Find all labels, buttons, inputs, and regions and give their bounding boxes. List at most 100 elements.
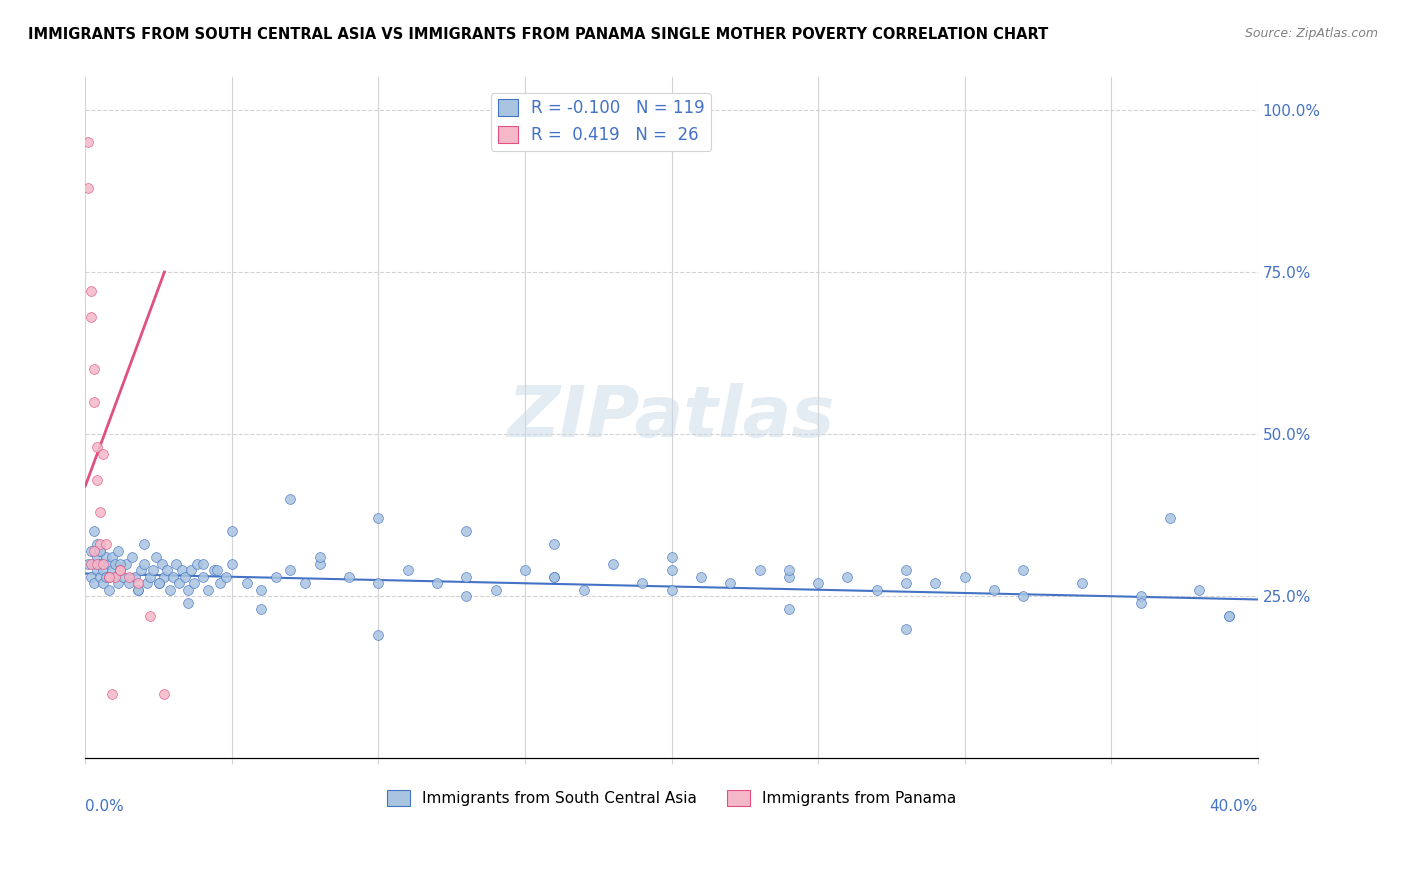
Text: 40.0%: 40.0% — [1209, 799, 1258, 814]
Point — [94, 550, 117, 565]
Point — [118, 570, 141, 584]
Point — [513, 563, 536, 577]
Point — [94, 537, 117, 551]
Point — [250, 582, 273, 597]
Point — [183, 576, 205, 591]
Point — [80, 310, 103, 325]
Point — [86, 440, 108, 454]
Point — [80, 570, 103, 584]
Point — [337, 570, 360, 584]
Point — [543, 570, 565, 584]
Point — [142, 563, 165, 577]
Point — [86, 563, 108, 577]
Point — [280, 491, 302, 506]
Point — [1188, 582, 1211, 597]
Point — [153, 570, 176, 584]
Point — [97, 582, 120, 597]
Point — [127, 582, 149, 597]
Point — [197, 582, 219, 597]
Point — [602, 557, 624, 571]
Point — [115, 557, 138, 571]
Point — [104, 557, 127, 571]
Point — [661, 550, 683, 565]
Point — [145, 550, 167, 565]
Point — [132, 557, 155, 571]
Point — [127, 582, 149, 597]
Point — [866, 582, 889, 597]
Point — [661, 563, 683, 577]
Point — [807, 576, 830, 591]
Point — [110, 557, 132, 571]
Point — [83, 557, 105, 571]
Point — [91, 563, 114, 577]
Point — [1012, 563, 1035, 577]
Point — [167, 576, 190, 591]
Point — [100, 686, 122, 700]
Point — [89, 570, 111, 584]
Point — [80, 544, 103, 558]
Point — [426, 576, 449, 591]
Point — [215, 570, 238, 584]
Point — [80, 557, 103, 571]
Legend: R = -0.100   N = 119, R =  0.419   N =  26: R = -0.100 N = 119, R = 0.419 N = 26 — [491, 93, 711, 151]
Point — [1159, 511, 1181, 525]
Point — [86, 537, 108, 551]
Point — [1129, 589, 1152, 603]
Point — [91, 576, 114, 591]
Point — [124, 570, 146, 584]
Point — [97, 570, 120, 584]
Point — [118, 576, 141, 591]
Point — [156, 563, 179, 577]
Point — [148, 576, 170, 591]
Text: IMMIGRANTS FROM SOUTH CENTRAL ASIA VS IMMIGRANTS FROM PANAMA SINGLE MOTHER POVER: IMMIGRANTS FROM SOUTH CENTRAL ASIA VS IM… — [28, 27, 1049, 42]
Point — [91, 446, 114, 460]
Point — [894, 576, 917, 591]
Point — [153, 686, 176, 700]
Point — [174, 570, 197, 584]
Point — [308, 550, 330, 565]
Point — [162, 570, 184, 584]
Point — [165, 557, 187, 571]
Point — [264, 570, 287, 584]
Point — [77, 180, 100, 194]
Point — [778, 563, 800, 577]
Point — [139, 608, 162, 623]
Text: Source: ZipAtlas.com: Source: ZipAtlas.com — [1244, 27, 1378, 40]
Point — [953, 570, 976, 584]
Point — [191, 557, 214, 571]
Point — [77, 136, 100, 150]
Point — [689, 570, 711, 584]
Point — [89, 544, 111, 558]
Point — [572, 582, 595, 597]
Point — [1071, 576, 1094, 591]
Point — [177, 596, 200, 610]
Point — [110, 563, 132, 577]
Point — [100, 563, 122, 577]
Point — [139, 570, 162, 584]
Point — [91, 557, 114, 571]
Point — [308, 557, 330, 571]
Point — [150, 557, 173, 571]
Point — [1012, 589, 1035, 603]
Point — [89, 505, 111, 519]
Point — [367, 576, 389, 591]
Point — [104, 570, 127, 584]
Point — [86, 473, 108, 487]
Point — [159, 582, 181, 597]
Point — [177, 582, 200, 597]
Point — [170, 563, 193, 577]
Point — [209, 576, 232, 591]
Point — [148, 576, 170, 591]
Point — [456, 570, 478, 584]
Point — [97, 570, 120, 584]
Point — [221, 557, 243, 571]
Point — [1218, 608, 1240, 623]
Point — [718, 576, 741, 591]
Point — [661, 582, 683, 597]
Point — [132, 537, 155, 551]
Point — [367, 511, 389, 525]
Point — [1129, 596, 1152, 610]
Point — [129, 563, 152, 577]
Point — [107, 576, 129, 591]
Point — [110, 563, 132, 577]
